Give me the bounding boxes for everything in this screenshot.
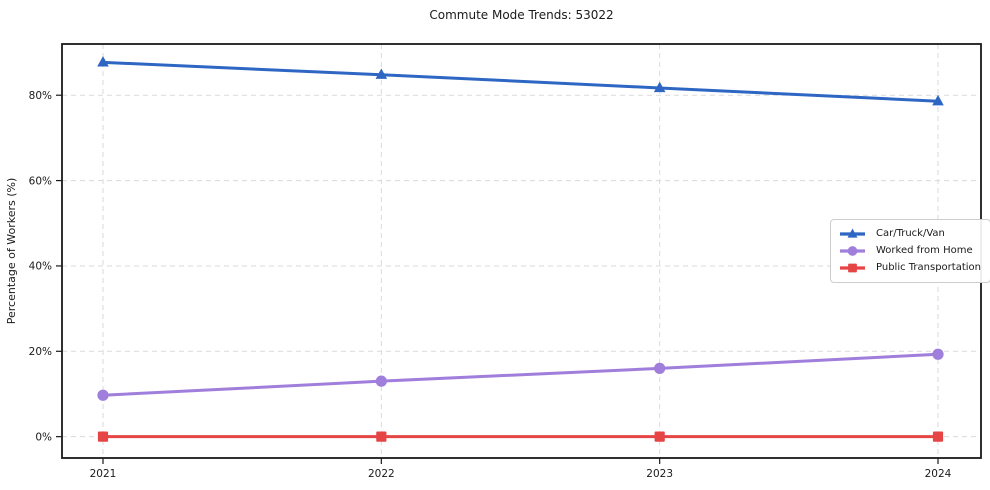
square-marker bbox=[932, 431, 944, 442]
y-tick-label: 60% bbox=[29, 175, 52, 187]
x-tick-label: 2024 bbox=[925, 468, 952, 480]
legend-item: Public Transportation bbox=[840, 262, 981, 274]
circle-marker bbox=[847, 246, 858, 256]
y-axis-label: Percentage of Workers (%) bbox=[5, 178, 18, 325]
square-marker bbox=[848, 263, 857, 273]
circle-marker bbox=[932, 348, 944, 360]
circle-marker bbox=[375, 375, 387, 387]
chart-title: Commute Mode Trends: 53022 bbox=[429, 8, 614, 22]
square-marker bbox=[97, 431, 109, 442]
x-tick-label: 2021 bbox=[90, 468, 117, 480]
legend-label: Car/Truck/Van bbox=[876, 228, 945, 239]
triangle-marker bbox=[847, 228, 858, 238]
legend-sample bbox=[840, 246, 865, 256]
series-line bbox=[102, 352, 939, 397]
y-tick-label: 20% bbox=[29, 346, 52, 358]
legend: Car/Truck/Van Worked from Home Public Tran… bbox=[830, 219, 990, 283]
square-marker bbox=[654, 431, 665, 442]
y-tick-label: 80% bbox=[29, 90, 52, 102]
triangle-marker bbox=[375, 68, 388, 79]
x-tick-label: 2022 bbox=[368, 468, 395, 480]
tick-layer: 0% 20% 40% 60% 80% 2021 2022 2023 2024 bbox=[29, 90, 952, 480]
triangle-marker bbox=[97, 56, 109, 67]
series-layer bbox=[97, 56, 944, 442]
square-marker bbox=[376, 431, 387, 442]
triangle-marker bbox=[932, 94, 944, 106]
triangle-marker bbox=[653, 81, 666, 93]
legend-label: Worked from Home bbox=[876, 245, 973, 256]
series-line bbox=[102, 60, 939, 103]
legend-item: Worked from Home bbox=[840, 245, 981, 257]
circle-marker bbox=[654, 362, 666, 374]
y-tick-label: 40% bbox=[29, 261, 52, 273]
legend-sample bbox=[840, 263, 865, 273]
legend-label: Public Transportation bbox=[876, 262, 981, 273]
legend-item: Car/Truck/Van bbox=[840, 228, 981, 240]
legend-sample bbox=[840, 228, 865, 238]
x-tick-label: 2023 bbox=[646, 468, 673, 480]
circle-marker bbox=[97, 389, 109, 401]
y-tick-label: 0% bbox=[35, 431, 52, 443]
